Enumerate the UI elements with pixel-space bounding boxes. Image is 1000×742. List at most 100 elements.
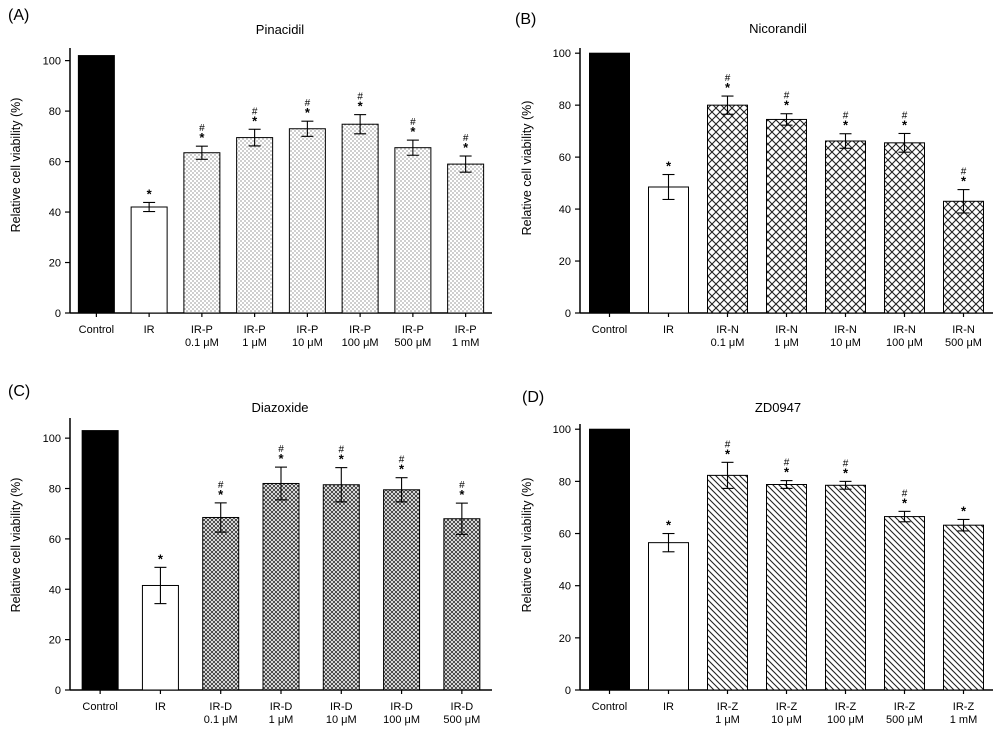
y-tick-label: 40 [559,581,571,593]
bar [766,118,807,314]
x-tick-label: IR-Z [953,701,975,713]
y-tick-label: 80 [49,106,61,118]
y-tick-label: 20 [49,635,61,647]
significance-star: * [666,159,672,174]
bar [383,489,421,691]
panel-a: (A) Pinacidil Relative cell viability (%… [8,7,492,349]
bar [707,474,748,691]
x-tick-label: IR-P [402,324,424,336]
bar [825,484,866,691]
y-tick-label: 40 [49,584,61,596]
bar [81,430,119,691]
significance-star: * [902,117,908,132]
y-tick-label: 100 [553,48,571,60]
bar [341,123,379,314]
x-tick-label: IR-Z [835,701,857,713]
significance-star: * [843,465,849,480]
y-tick-label: 80 [559,476,571,488]
panel-label: (A) [8,7,29,24]
panel-label: (D) [522,389,544,406]
significance-hash: # [278,444,284,455]
y-axis-label: Relative cell viability (%) [9,478,23,613]
x-tick-label-sub: 1 μM [269,714,294,726]
significance-hash: # [218,480,224,491]
bar [262,482,300,691]
panel-label: (B) [515,11,536,28]
x-tick-label: IR-P [296,324,318,336]
significance-star: * [784,98,790,113]
panel-b: (B) Nicorandil Relative cell viability (… [515,11,993,349]
significance-star: * [278,451,284,466]
significance-star: * [399,462,405,477]
chart-title: Diazoxide [251,400,308,415]
y-axis-label: Relative cell viability (%) [520,478,534,613]
x-tick-label: IR-Z [776,701,798,713]
x-tick-label: IR-Z [894,701,916,713]
y-tick-label: 0 [565,685,571,697]
x-tick-label: IR-P [349,324,371,336]
bar [394,147,432,314]
x-tick-label-sub: 500 μM [886,714,923,726]
y-tick-label: 20 [559,633,571,645]
x-tick-label: IR-N [893,324,916,336]
panel-d: (D) ZD0947 Relative cell viability (%) 0… [520,389,993,726]
significance-star: * [843,118,849,133]
chart-title: Pinacidil [256,22,305,37]
x-tick-label: IR-P [244,324,266,336]
x-tick-label-sub: 100 μM [342,337,379,349]
y-tick-label: 100 [43,433,61,445]
x-tick-label-sub: 0.1 μM [204,714,238,726]
bar [236,137,274,314]
y-tick-label: 100 [43,56,61,68]
y-tick-label: 100 [553,424,571,436]
significance-hash: # [961,167,967,178]
bar [943,200,984,314]
panel-label: (C) [8,383,30,400]
significance-star: * [339,452,345,467]
x-tick-label-sub: 0.1 μM [185,337,219,349]
y-tick-label: 60 [49,534,61,546]
x-tick-label-sub: 500 μM [443,714,480,726]
bar [288,128,326,314]
significance-hash: # [399,455,405,466]
x-tick-label-sub: 1 mM [950,714,978,726]
bar [443,518,481,691]
y-tick-label: 80 [559,100,571,112]
significance-hash: # [784,91,790,102]
x-tick-label: IR-Z [717,701,739,713]
bar [943,524,984,691]
bar [648,542,689,691]
x-tick-label-sub: 10 μM [830,337,861,349]
x-tick-label: IR-N [834,324,857,336]
x-tick-label: IR-D [330,701,353,713]
x-tick-label-sub: 0.1 μM [711,337,745,349]
significance-star: * [305,105,311,120]
significance-hash: # [784,458,790,469]
y-axis-label: Relative cell viability (%) [520,101,534,236]
y-tick-label: 0 [55,308,61,320]
x-tick-label: IR-P [191,324,213,336]
chart-title: Nicorandil [749,21,807,36]
x-tick-label: Control [79,324,114,336]
bar [648,186,689,314]
bar [707,104,748,314]
x-tick-label: IR-N [775,324,798,336]
significance-star: * [725,446,731,461]
significance-star: * [961,174,967,189]
x-tick-label-sub: 1 μM [242,337,267,349]
significance-hash: # [902,488,908,499]
x-tick-label-sub: 500 μM [945,337,982,349]
bar [77,55,115,314]
x-tick-label: IR-D [209,701,232,713]
significance-star: * [463,140,469,155]
significance-star: * [784,465,790,480]
y-tick-label: 60 [49,157,61,169]
x-tick-label-sub: 10 μM [326,714,357,726]
bar [322,484,360,691]
x-tick-label: IR [663,324,674,336]
significance-hash: # [725,73,731,84]
y-tick-label: 20 [49,258,61,270]
x-tick-label-sub: 10 μM [771,714,802,726]
